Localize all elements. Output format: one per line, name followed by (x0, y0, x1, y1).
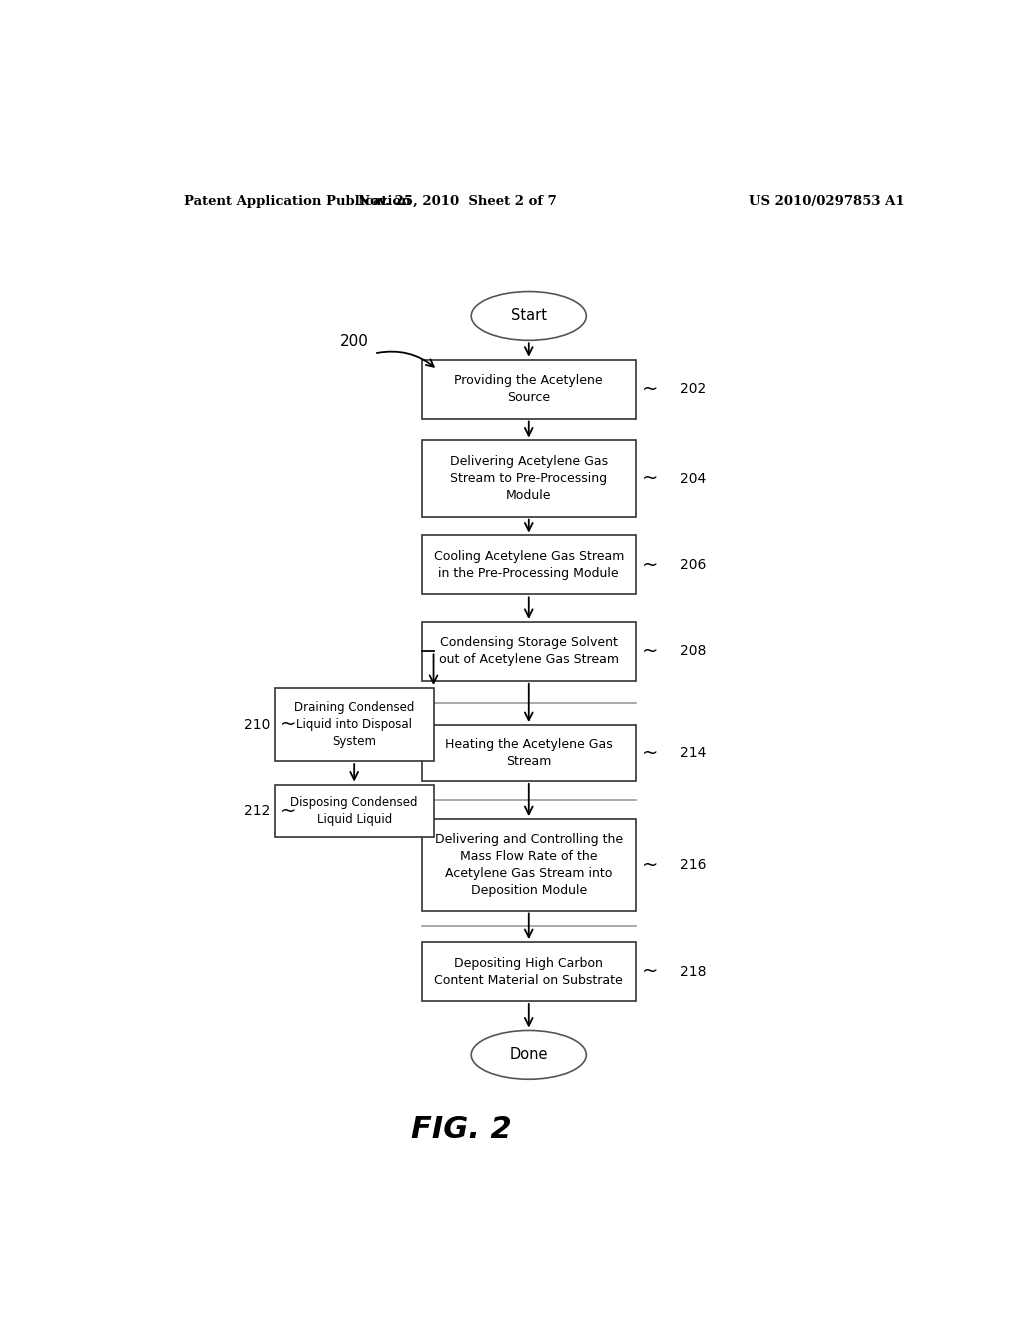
FancyBboxPatch shape (274, 688, 433, 762)
Text: 218: 218 (680, 965, 707, 978)
Text: Cooling Acetylene Gas Stream
in the Pre-Processing Module: Cooling Acetylene Gas Stream in the Pre-… (433, 550, 624, 579)
FancyBboxPatch shape (274, 784, 433, 837)
Text: US 2010/0297853 A1: US 2010/0297853 A1 (749, 194, 904, 207)
Text: Delivering and Controlling the
Mass Flow Rate of the
Acetylene Gas Stream into
D: Delivering and Controlling the Mass Flow… (435, 833, 623, 896)
Text: 212: 212 (245, 804, 270, 818)
Text: Done: Done (510, 1047, 548, 1063)
FancyBboxPatch shape (422, 818, 636, 911)
Text: ~: ~ (642, 962, 658, 981)
Text: ~: ~ (642, 642, 658, 661)
Text: Draining Condensed
Liquid into Disposal
System: Draining Condensed Liquid into Disposal … (294, 701, 415, 748)
FancyBboxPatch shape (422, 536, 636, 594)
FancyBboxPatch shape (422, 441, 636, 516)
Text: Condensing Storage Solvent
out of Acetylene Gas Stream: Condensing Storage Solvent out of Acetyl… (438, 636, 618, 667)
Text: ~: ~ (281, 715, 297, 734)
Text: ~: ~ (281, 801, 297, 821)
FancyBboxPatch shape (422, 725, 636, 781)
Text: 202: 202 (680, 381, 707, 396)
Ellipse shape (471, 1031, 587, 1080)
Text: 214: 214 (680, 746, 707, 760)
Text: FIG. 2: FIG. 2 (411, 1114, 512, 1143)
Text: Disposing Condensed
Liquid Liquid: Disposing Condensed Liquid Liquid (291, 796, 418, 826)
Text: ~: ~ (642, 380, 658, 399)
Text: 208: 208 (680, 644, 707, 659)
Text: Providing the Acetylene
Source: Providing the Acetylene Source (455, 374, 603, 404)
Text: ~: ~ (642, 743, 658, 763)
Text: Nov. 25, 2010  Sheet 2 of 7: Nov. 25, 2010 Sheet 2 of 7 (358, 194, 557, 207)
Text: Heating the Acetylene Gas
Stream: Heating the Acetylene Gas Stream (444, 738, 612, 768)
Text: ~: ~ (642, 556, 658, 574)
Text: Depositing High Carbon
Content Material on Substrate: Depositing High Carbon Content Material … (434, 957, 624, 986)
Text: Delivering Acetylene Gas
Stream to Pre-Processing
Module: Delivering Acetylene Gas Stream to Pre-P… (450, 455, 608, 502)
FancyBboxPatch shape (422, 622, 636, 681)
Text: Patent Application Publication: Patent Application Publication (183, 194, 411, 207)
Text: ~: ~ (642, 855, 658, 874)
Text: 216: 216 (680, 858, 707, 871)
Text: 204: 204 (680, 471, 707, 486)
FancyBboxPatch shape (422, 942, 636, 1001)
Text: 206: 206 (680, 558, 707, 572)
Text: Start: Start (511, 309, 547, 323)
Text: 210: 210 (245, 718, 270, 731)
Ellipse shape (471, 292, 587, 341)
FancyBboxPatch shape (422, 359, 636, 418)
Text: 200: 200 (340, 334, 369, 348)
Text: ~: ~ (642, 469, 658, 488)
